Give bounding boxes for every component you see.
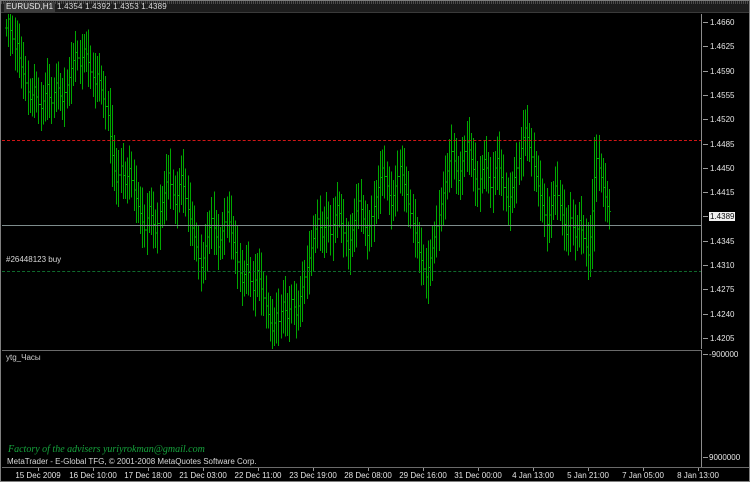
- time-tick-label: 23 Dec 19:00: [289, 471, 337, 480]
- price-tick-label: 1.4310: [710, 261, 735, 270]
- price-chart-pane[interactable]: #26448123 buy: [2, 14, 702, 349]
- price-tick: [703, 265, 708, 266]
- time-tick-label: 15 Dec 2009: [15, 471, 61, 480]
- symbol-label: EURUSD,H1: [4, 2, 56, 12]
- price-tick: [703, 70, 708, 72]
- time-tick-label: 22 Dec 11:00: [234, 471, 282, 480]
- price-tick-label: 1.4555: [710, 90, 735, 100]
- price-tick-label: 1.4205: [710, 333, 735, 343]
- order-label: #26448123 buy: [6, 255, 62, 264]
- indicator-axis: -900000 9000000: [703, 350, 749, 467]
- indicator-pane[interactable]: ytg_Часы Место сдаётся Тут могла быть Ва…: [2, 350, 702, 467]
- price-tick: [703, 46, 708, 48]
- time-tick: [368, 468, 369, 471]
- price-tick: [703, 143, 708, 145]
- time-tick: [698, 468, 699, 471]
- time-tick: [38, 468, 39, 471]
- time-tick-label: 16 Dec 10:00: [69, 471, 117, 480]
- price-tick-label: 1.4240: [710, 309, 735, 319]
- time-tick-label: 4 Jan 13:00: [512, 471, 554, 480]
- ohlc-quote-text: 1.4354 1.4392 1.4353 1.4389: [57, 2, 167, 11]
- indicator-tick-label: 9000000: [709, 453, 741, 462]
- titlebar-grip: [1, 1, 749, 4]
- time-tick: [258, 468, 259, 471]
- time-tick-label: 29 Dec 16:00: [399, 471, 447, 480]
- time-tick: [533, 468, 534, 471]
- price-tick-label: 1.4485: [710, 139, 735, 149]
- time-tick: [203, 468, 204, 471]
- price-tick: [703, 240, 708, 242]
- price-tick-label: 1.4275: [710, 285, 735, 295]
- time-tick: [478, 468, 479, 471]
- price-tick: [703, 313, 708, 315]
- indicator-tick-label: -900000: [709, 350, 739, 359]
- level-line-order: [2, 271, 701, 272]
- time-tick-label: 28 Dec 08:00: [344, 471, 392, 480]
- ad-credit-label: Factory of the advisers yuriyrokman@gmai…: [8, 444, 205, 455]
- time-tick-label: 7 Jan 05:00: [622, 471, 664, 480]
- time-tick: [148, 468, 149, 471]
- price-tick-label: 1.4345: [710, 236, 735, 246]
- price-bars: [4, 14, 612, 349]
- price-tick: [703, 119, 708, 121]
- price-tick: [703, 289, 708, 291]
- price-tick: [703, 216, 708, 218]
- time-tick-label: 8 Jan 13:00: [677, 471, 719, 480]
- status-bar-text: MetaTrader - E-Global TFG, © 2001-2008 M…: [7, 457, 257, 466]
- price-tick: [703, 192, 708, 194]
- time-tick-label: 21 Dec 03:00: [179, 471, 227, 480]
- time-tick: [93, 468, 94, 471]
- price-tick-label: 1.4450: [710, 163, 735, 173]
- indicator-tick: [703, 354, 708, 355]
- time-tick-label: 17 Dec 18:00: [124, 471, 172, 480]
- price-tick: [703, 337, 708, 339]
- indicator-tick: [703, 457, 708, 458]
- chart-titlebar: EURUSD,H1 1.4354 1.4392 1.4353 1.4389: [1, 1, 749, 13]
- level-line-current: [2, 225, 701, 226]
- time-tick: [423, 468, 424, 471]
- current-price-label: 1.4389: [709, 212, 736, 221]
- price-tick-label: 1.4660: [710, 18, 735, 27]
- time-tick-label: 5 Jan 21:00: [567, 471, 609, 480]
- time-tick: [588, 468, 589, 471]
- price-tick: [703, 22, 708, 23]
- time-tick-label: 31 Dec 00:00: [454, 471, 502, 480]
- price-axis[interactable]: 1.4660 1.4625 1.4590 1.4555 1.4520 1.4485 1.44…: [703, 14, 749, 349]
- price-tick: [703, 167, 708, 169]
- level-line-red: [2, 140, 701, 141]
- time-tick: [313, 468, 314, 471]
- price-tick: [703, 94, 708, 96]
- time-axis[interactable]: 15 Dec 2009 16 Dec 10:00 17 Dec 18:00 21 De…: [2, 467, 749, 481]
- indicator-name-label: ytg_Часы: [6, 353, 41, 362]
- time-tick: [643, 468, 644, 471]
- price-tick-label: 1.4415: [710, 188, 735, 198]
- price-tick-label: 1.4520: [710, 115, 735, 125]
- price-tick-label: 1.4590: [710, 66, 735, 76]
- price-tick-label: 1.4625: [710, 42, 735, 52]
